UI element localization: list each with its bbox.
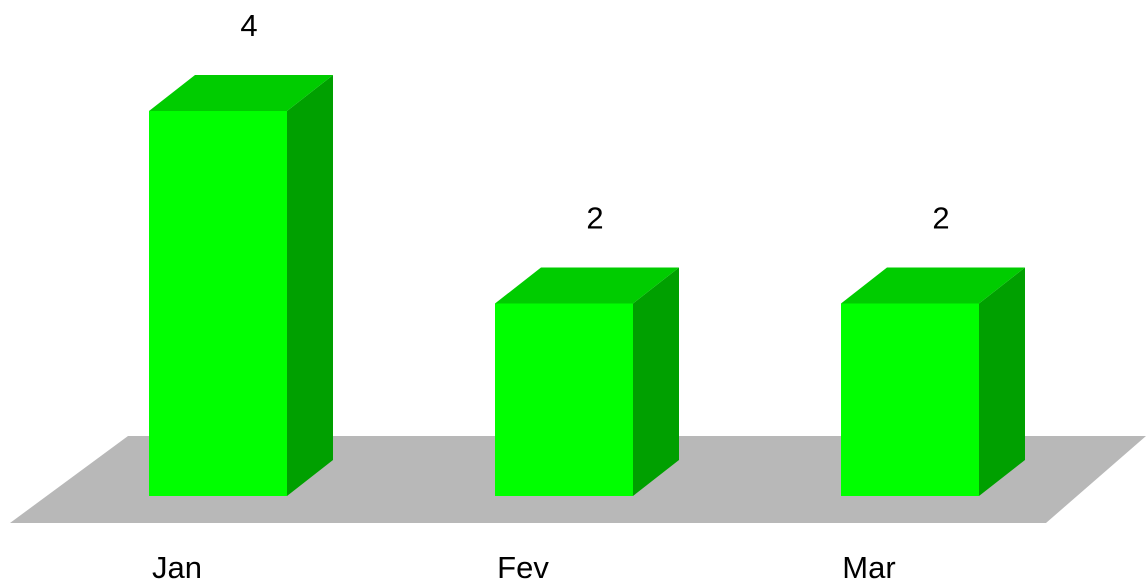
category-label: Jan (152, 550, 202, 583)
bar-top (495, 267, 679, 304)
category-label: Mar (842, 550, 895, 583)
bar-side (287, 75, 333, 496)
bar-side (979, 267, 1025, 496)
bar-front (149, 111, 287, 496)
data-label: 4 (240, 8, 257, 43)
bar-fev (495, 267, 679, 496)
bar-mar (841, 267, 1025, 496)
bar-jan (149, 75, 333, 496)
bar-top (149, 75, 333, 111)
labels-layer: 4 Jan 2 Fev 2 Mar (152, 8, 950, 583)
bar-top (841, 267, 1025, 304)
data-label: 2 (932, 201, 949, 236)
category-label: Fev (497, 550, 549, 583)
bar-side (633, 267, 679, 496)
bars-layer (149, 75, 1025, 496)
bar-front (841, 303, 979, 496)
bar-front (495, 303, 633, 496)
data-label: 2 (586, 201, 603, 236)
